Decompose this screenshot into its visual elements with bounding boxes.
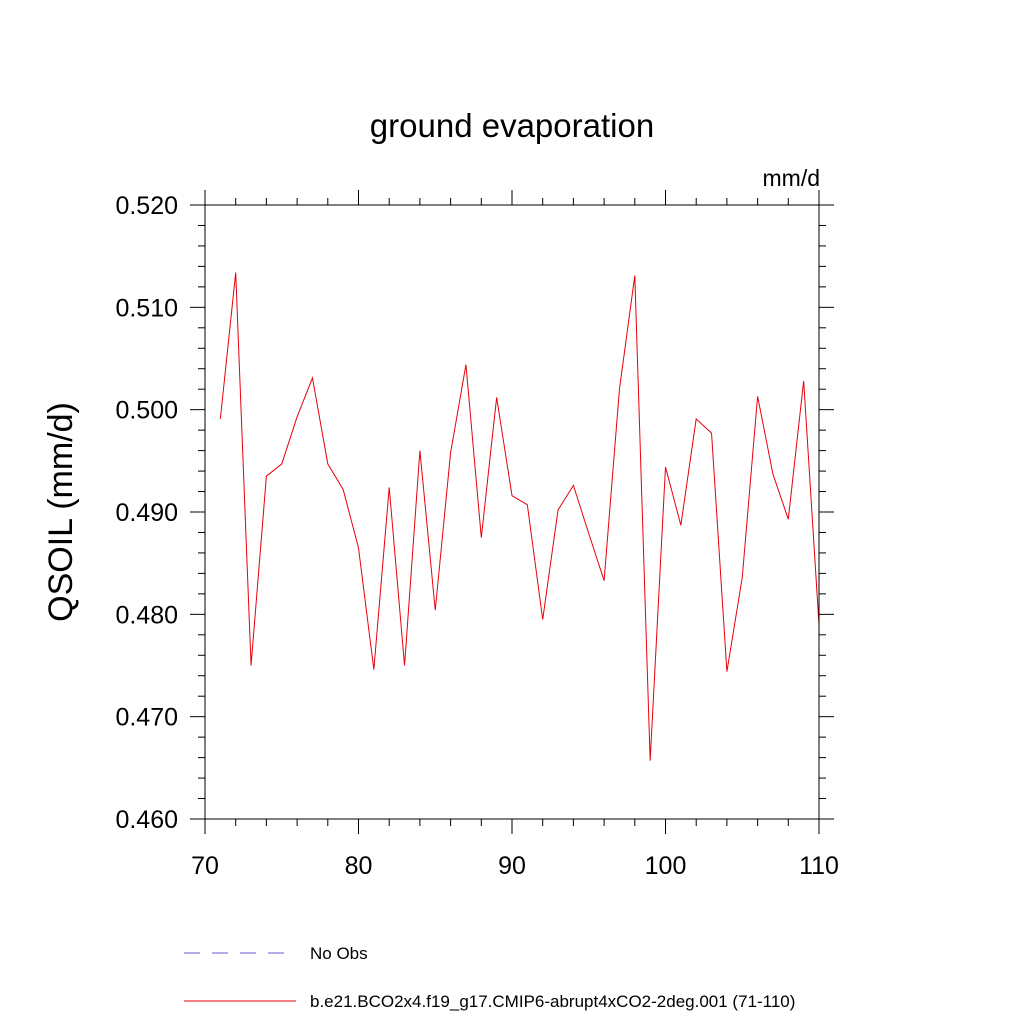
series-line xyxy=(219,272,820,761)
x-tick-label: 100 xyxy=(645,852,687,880)
x-tick-label: 110 xyxy=(799,852,839,880)
legend: No Obs b.e21.BCO2x4.f19_g17.CMIP6-abrupt4… xyxy=(184,944,795,1011)
tick-labels: 70 80 90 100 110 0.460 0.470 0.480 0.490 0.500 0.5… xyxy=(115,192,838,880)
y-tick-label: 0.480 xyxy=(115,601,178,629)
x-tick-label: 70 xyxy=(191,852,219,880)
y-tick-label: 0.460 xyxy=(115,806,178,834)
units-label: mm/d xyxy=(763,165,821,191)
plot-frame xyxy=(204,204,820,820)
y-tick-label: 0.510 xyxy=(115,294,178,322)
y-axis-label: QSOIL (mm/d) xyxy=(42,402,80,622)
x-tick-label: 90 xyxy=(498,852,526,880)
major-ticks xyxy=(190,190,834,834)
y-tick-label: 0.470 xyxy=(115,704,178,732)
y-tick-label: 0.520 xyxy=(115,192,178,220)
chart-title: ground evaporation xyxy=(370,107,654,144)
minor-ticks xyxy=(198,198,826,826)
legend-label: No Obs xyxy=(310,944,368,963)
series-layer xyxy=(219,272,820,761)
x-tick-label: 80 xyxy=(345,852,373,880)
legend-label: b.e21.BCO2x4.f19_g17.CMIP6-abrupt4xCO2-2… xyxy=(310,992,795,1011)
y-tick-label: 0.490 xyxy=(115,499,178,527)
y-tick-label: 0.500 xyxy=(115,397,178,425)
